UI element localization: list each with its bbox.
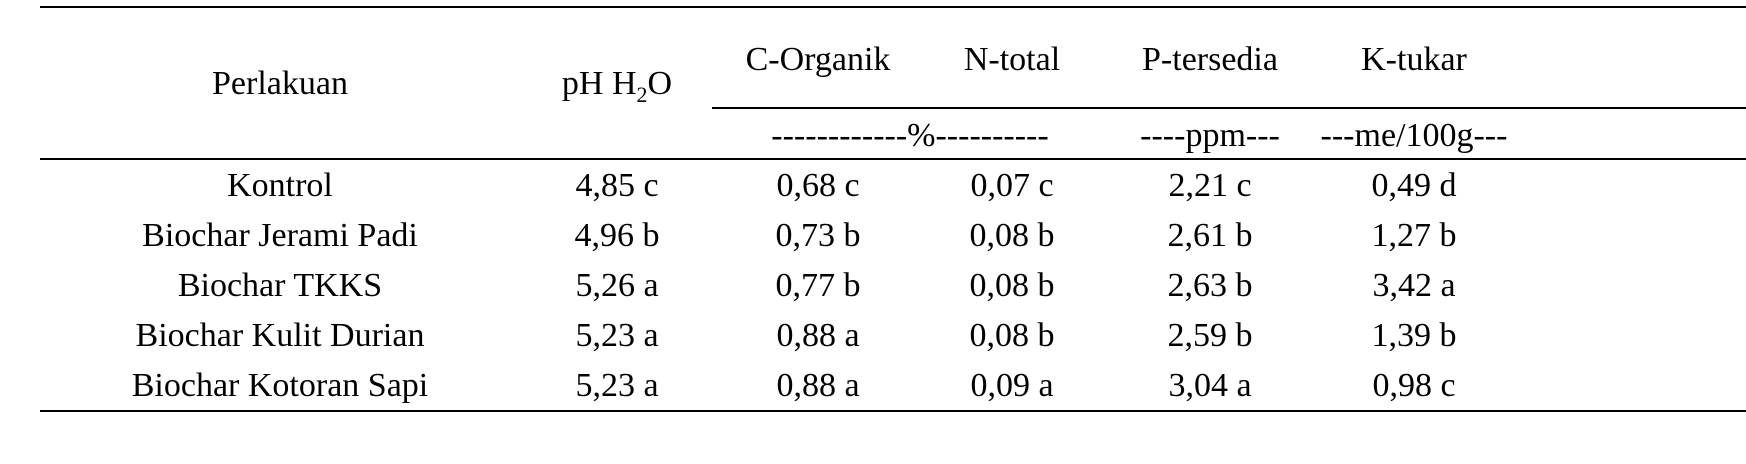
table-row-1-n-total: 0,08 b — [969, 217, 1055, 254]
header-p-tersedia: P-tersedia — [1142, 41, 1278, 78]
table-row-4-ph: 5,23 a — [575, 367, 659, 404]
header-ph-tail: O — [647, 65, 673, 102]
table-row-3-k-tukar: 1,39 b — [1371, 317, 1457, 354]
table-row-2-p-tersedia: 2,63 b — [1167, 267, 1253, 304]
header-c-organik: C-Organik — [745, 41, 891, 78]
header-mid-rule — [712, 107, 1746, 109]
table-row-0-ph: 4,85 c — [575, 167, 659, 204]
table-row-2-perlakuan: Biochar TKKS — [177, 267, 383, 304]
table-row-3-c-organik: 0,88 a — [776, 317, 860, 354]
table-row-0-p-tersedia: 2,21 c — [1168, 167, 1252, 204]
table-row-0-k-tukar: 0,49 d — [1371, 167, 1457, 204]
header-n-total: N-total — [963, 41, 1061, 78]
table-row-4-c-organik: 0,88 a — [776, 367, 860, 404]
table-row-4-k-tukar: 0,98 c — [1372, 367, 1456, 404]
table-row-1-c-organik: 0,73 b — [775, 217, 861, 254]
table-row-2-k-tukar: 3,42 a — [1372, 267, 1456, 304]
unit-ppm: ----ppm--- — [1140, 117, 1280, 154]
unit-me: ---me/100g--- — [1320, 117, 1508, 154]
table-row-0-n-total: 0,07 c — [970, 167, 1054, 204]
header-ph-subscript: 2 — [636, 82, 648, 107]
header-perlakuan: Perlakuan — [212, 65, 348, 102]
table-row-1-p-tersedia: 2,61 b — [1167, 217, 1253, 254]
header-ph-main: pH H — [561, 65, 637, 102]
table-row-0-c-organik: 0,68 c — [776, 167, 860, 204]
table-row-3-n-total: 0,08 b — [969, 317, 1055, 354]
unit-percent: ------------%---------- — [771, 117, 1049, 154]
table-row-3-perlakuan: Biochar Kulit Durian — [135, 317, 425, 354]
table-row-0-perlakuan: Kontrol — [227, 167, 333, 204]
header-ph: pH H2O — [562, 64, 672, 107]
header-bottom-rule — [40, 158, 1746, 160]
table-row-3-ph: 5,23 a — [575, 317, 659, 354]
table-row-1-perlakuan: Biochar Jerami Padi — [142, 217, 418, 254]
table-row-2-c-organik: 0,77 b — [775, 267, 861, 304]
table-row-4-p-tersedia: 3,04 a — [1168, 367, 1252, 404]
header-k-tukar: K-tukar — [1361, 41, 1467, 78]
table-row-1-k-tukar: 1,27 b — [1371, 217, 1457, 254]
table-row-2-n-total: 0,08 b — [969, 267, 1055, 304]
table-row-3-p-tersedia: 2,59 b — [1167, 317, 1253, 354]
table-row-2-ph: 5,26 a — [575, 267, 659, 304]
table-row-4-perlakuan: Biochar Kotoran Sapi — [131, 367, 429, 404]
table-top-rule — [40, 6, 1746, 8]
table-row-1-ph: 4,96 b — [574, 217, 660, 254]
table-row-4-n-total: 0,09 a — [970, 367, 1054, 404]
table-bottom-rule — [40, 410, 1746, 412]
